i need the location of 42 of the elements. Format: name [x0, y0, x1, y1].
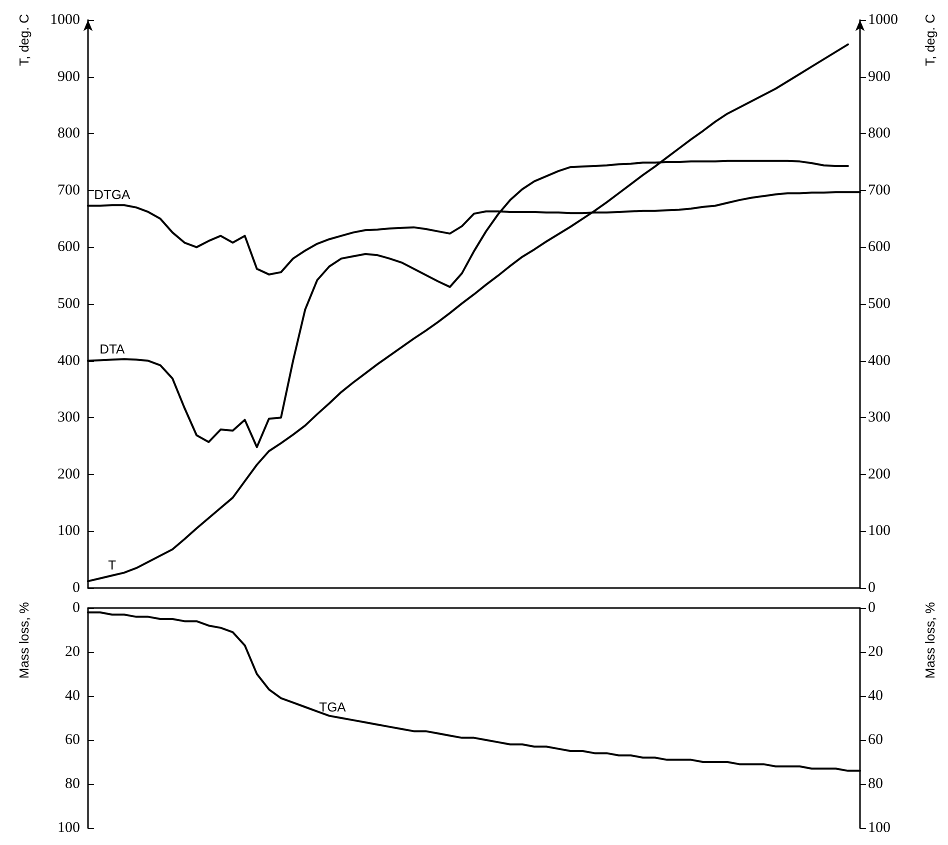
y-tick-label: 700 — [58, 182, 80, 198]
y-tick-label: 800 — [58, 126, 80, 142]
y-tick-label: 600 — [58, 239, 80, 256]
y2-tick-label: 60 — [868, 732, 883, 748]
y-tick-label: 80 — [65, 776, 80, 792]
y2-tick-label: 900 — [868, 68, 890, 85]
y-tick-label: 1000 — [50, 12, 80, 28]
y2-axis-title: Mass loss, % — [922, 602, 938, 679]
y-tick-label: 0 — [72, 600, 80, 616]
y2-axis-title: T, deg. C — [922, 14, 938, 66]
y-tick-label: 200 — [58, 466, 80, 482]
y-tick-label: 40 — [65, 688, 80, 704]
y2-tick-label: 20 — [868, 644, 883, 660]
y-tick-label: 0 — [72, 580, 80, 596]
series-label: DTGA — [94, 187, 131, 202]
y2-tick-label: 400 — [868, 352, 890, 369]
y-tick-label: 20 — [65, 644, 80, 660]
series-label: DTA — [100, 342, 125, 357]
y2-tick-label: 800 — [868, 126, 890, 142]
y-tick-label: 900 — [58, 68, 80, 85]
y2-tick-label: 40 — [868, 688, 883, 704]
series-label: T — [108, 558, 116, 573]
y2-tick-label: 80 — [868, 776, 883, 792]
y-tick-label: 60 — [65, 732, 80, 748]
series-label: TGA — [319, 700, 346, 714]
y-tick-label: 100 — [58, 523, 80, 540]
y-tick-label: 400 — [58, 352, 80, 369]
y2-tick-label: 200 — [868, 466, 890, 482]
y2-tick-label: 0 — [868, 600, 876, 616]
y2-tick-label: 600 — [868, 239, 890, 256]
y2-tick-label: 100 — [868, 820, 890, 836]
y-tick-label: 300 — [58, 410, 80, 426]
y2-tick-label: 700 — [868, 182, 890, 198]
y2-tick-label: 500 — [868, 296, 890, 312]
y-axis-title: T, deg. C — [16, 14, 32, 66]
y-tick-label: 100 — [58, 820, 80, 836]
y2-tick-label: 0 — [868, 580, 876, 596]
y2-tick-label: 300 — [868, 410, 890, 426]
y2-tick-label: 1000 — [868, 12, 898, 28]
y-axis-title: Mass loss, % — [16, 602, 32, 679]
y-tick-label: 500 — [58, 296, 80, 312]
y2-tick-label: 100 — [868, 523, 890, 540]
